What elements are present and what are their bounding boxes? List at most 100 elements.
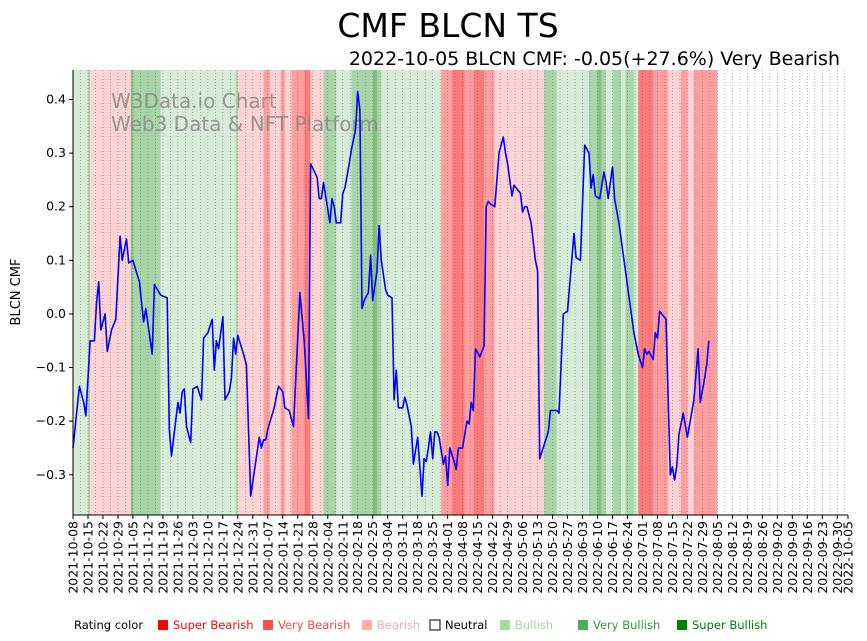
x-tick-label: 2021-10-08	[66, 521, 81, 594]
rating-band-very-bullish	[235, 70, 238, 515]
watermark-line-1: W3Data.io Chart	[111, 89, 277, 113]
x-tick-label: 2022-05-13	[530, 521, 545, 594]
series-line-blcn-cmf	[72, 90, 710, 498]
chart-title: CMF BLCN TS	[337, 6, 558, 45]
rating-band-very-bearish	[441, 70, 452, 515]
rating-band-very-bearish	[653, 70, 669, 515]
legend-swatch-bullish	[500, 620, 510, 630]
x-tick-label: 2022-05-06	[515, 521, 530, 594]
x-tick-label: 2022-03-04	[380, 521, 395, 594]
y-tick-label: 0.0	[46, 306, 66, 321]
rating-band-bullish	[606, 70, 613, 515]
x-tick-label: 2022-07-15	[665, 521, 680, 594]
watermark-line-2: Web3 Data & NFT Platform	[111, 112, 379, 136]
x-tick-label: 2022-07-08	[650, 521, 665, 594]
axes	[72, 70, 848, 516]
x-tick-label: 2021-12-17	[215, 521, 230, 594]
rating-band-very-bearish	[693, 70, 718, 515]
rating-band-very-bullish	[132, 70, 161, 515]
rating-band-bullish	[336, 70, 352, 515]
x-tick-label: 2022-04-22	[485, 521, 500, 594]
legend-label-super-bullish: Super Bullish	[692, 618, 767, 632]
rating-band-super-bearish	[638, 70, 654, 515]
x-tick-label: 2021-10-29	[110, 521, 125, 594]
rating-band-bearish	[668, 70, 682, 515]
rating-band-super-bearish	[473, 70, 485, 515]
x-tick-label: 2021-11-12	[140, 521, 155, 594]
x-tick-label: 2022-04-08	[455, 521, 470, 594]
x-tick-label: 2022-01-28	[305, 521, 320, 594]
y-tick-label: 0.1	[46, 252, 66, 267]
x-tick-label: 2022-03-25	[425, 521, 440, 594]
legend-label-bullish: Bullish	[515, 618, 553, 632]
legend-swatch-super-bearish	[158, 620, 168, 630]
x-tick-label: 2021-12-31	[245, 521, 260, 594]
legend-swatch-bearish	[362, 620, 372, 630]
x-tick-label: 2022-08-05	[710, 521, 725, 594]
rating-band-very-bullish	[612, 70, 622, 515]
y-tick-label: −0.3	[36, 467, 66, 482]
x-tick-label: 2022-07-22	[680, 521, 695, 594]
x-tick-label: 2022-09-09	[785, 521, 800, 594]
rating-band-bullish	[556, 70, 589, 515]
y-tick-label: −0.2	[36, 413, 66, 428]
legend-swatch-neutral	[429, 619, 441, 631]
x-tick-label: 2021-11-05	[125, 521, 140, 594]
rating-band-very-bullish	[588, 70, 598, 515]
x-tick-label: 2022-08-19	[740, 521, 755, 594]
legend-swatch-super-bullish	[677, 620, 687, 630]
x-tick-label: 2022-02-25	[365, 521, 380, 594]
x-tick-label: 2022-03-11	[395, 521, 410, 594]
x-tick-label: 2022-09-16	[800, 521, 815, 594]
x-tick-label: 2022-05-27	[560, 521, 575, 594]
x-tick-label: 2022-04-29	[500, 521, 515, 594]
x-tick-label: 2022-05-20	[545, 521, 560, 594]
x-tick-label: 2022-09-02	[770, 521, 785, 594]
legend-label-super-bearish: Super Bearish	[173, 618, 254, 632]
x-tick-label: 2022-06-24	[620, 521, 635, 594]
x-tick-label: 2022-02-11	[335, 521, 350, 594]
legend: Rating color Super Bearish Very Bearish Be…	[74, 618, 767, 632]
x-ticks: 2021-10-08 2021-10-15 2021-10-22 2021-10-29…	[66, 515, 856, 594]
rating-band-very-bullish	[625, 70, 634, 515]
x-tick-label: 2021-10-15	[80, 521, 95, 594]
y-tick-label: 0.2	[46, 199, 66, 214]
rating-band-very-bullish	[543, 70, 557, 515]
rating-band-super-bullish	[597, 70, 602, 515]
rating-band-super-bullish	[372, 70, 378, 515]
x-tick-label: 2022-07-01	[635, 521, 650, 594]
rating-band-very-bullish	[377, 70, 382, 515]
y-tick-label: 0.4	[46, 91, 66, 106]
rating-band-very-bearish	[484, 70, 495, 515]
x-tick-label: 2022-09-23	[815, 521, 830, 594]
x-tick-label: 2022-08-26	[755, 521, 770, 594]
x-tick-label: 2022-09-30	[830, 521, 845, 594]
x-tick-label: 2021-10-22	[95, 521, 110, 594]
rating-band-very-bearish	[681, 70, 688, 515]
x-tick-label: 2022-04-01	[440, 521, 455, 594]
legend-label-neutral: Neutral	[445, 618, 487, 632]
x-tick-label: 2022-01-07	[260, 521, 275, 594]
rating-band-bullish	[621, 70, 626, 515]
rating-band-bearish	[494, 70, 544, 515]
legend-swatch-very-bullish	[578, 620, 588, 630]
legend-label-very-bearish: Very Bearish	[278, 618, 350, 632]
watermark: W3Data.io Chart Web3 Data & NFT Platform	[111, 89, 379, 136]
y-tick-label: 0.3	[46, 145, 66, 160]
x-tick-label: 2022-10-05	[841, 521, 856, 594]
x-tick-label: 2022-02-04	[320, 521, 335, 594]
rating-band-bullish	[633, 70, 639, 515]
x-tick-label: 2022-07-29	[695, 521, 710, 594]
rating-band-bearish	[237, 70, 264, 515]
legend-label-very-bullish: Very Bullish	[593, 618, 660, 632]
x-tick-label: 2022-02-18	[350, 521, 365, 594]
rating-band-bearish	[284, 70, 292, 515]
grid-lines	[72, 70, 846, 515]
rating-band-very-bullish	[601, 70, 607, 515]
x-tick-label: 2022-01-14	[275, 521, 290, 594]
rating-band-very-bullish	[323, 70, 337, 515]
x-tick-label: 2022-08-12	[725, 521, 740, 594]
y-ticks: −0.3 −0.2 −0.1 0.0 0.1 0.2 0.3 0.4	[36, 91, 73, 482]
rating-band-bearish	[687, 70, 694, 515]
